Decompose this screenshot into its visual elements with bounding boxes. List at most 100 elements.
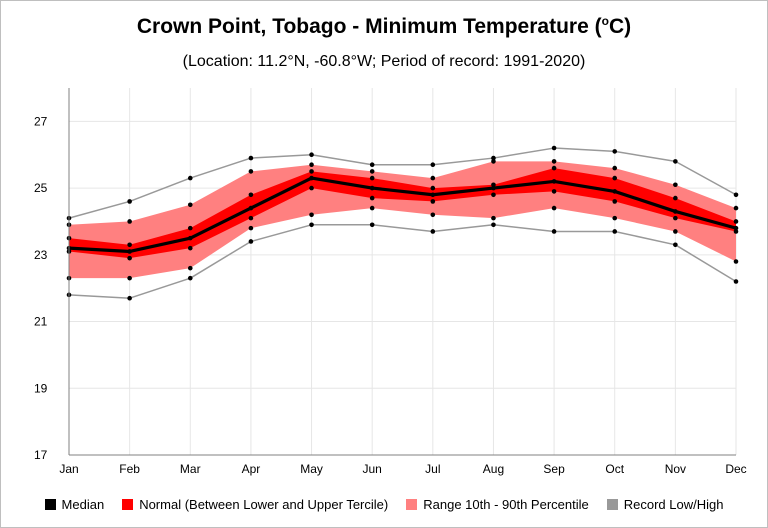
- median-point-jul: [430, 192, 436, 198]
- x-tick-label-oct: Oct: [605, 462, 624, 476]
- legend-item-median: Median: [44, 496, 105, 512]
- p10-point-apr: [248, 225, 254, 231]
- legend-label-normal: Normal (Between Lower and Upper Tercile): [139, 496, 389, 512]
- legend-swatch-record: [606, 498, 618, 510]
- upper-tercile-point-may: [309, 169, 314, 174]
- x-tick-label-jan: Jan: [59, 462, 78, 476]
- record-low-point-dec: [733, 279, 739, 284]
- record-high-point-oct: [612, 149, 618, 154]
- chart-legend: Median Normal (Between Lower and Upper T…: [0, 494, 768, 514]
- lower-tercile-point-aug: [491, 192, 496, 198]
- x-tick-label-aug: Aug: [483, 462, 504, 476]
- lower-tercile-point-nov: [673, 215, 678, 221]
- record-low-point-feb: [127, 295, 132, 301]
- p10-point-dec: [733, 259, 739, 264]
- x-tick-label-may: May: [300, 462, 323, 476]
- record-high-point-sep: [551, 145, 557, 151]
- lower-tercile-point-feb: [127, 255, 132, 261]
- p90-point-apr: [248, 169, 254, 174]
- record-low-point-oct: [612, 229, 618, 234]
- record-low-point-nov: [673, 242, 678, 248]
- median-point-mar: [187, 235, 193, 241]
- x-tick-label-feb: Feb: [119, 462, 140, 476]
- x-tick-label-sep: Sep: [543, 462, 565, 476]
- median-point-dec: [733, 225, 739, 231]
- legend-item-normal: Normal (Between Lower and Upper Tercile): [122, 497, 388, 512]
- p90-point-feb: [127, 219, 132, 224]
- lower-tercile-point-dec: [733, 229, 739, 234]
- legend-item-percentile: Range 10th - 90th Percentile: [406, 497, 589, 512]
- median-line: [68, 176, 737, 254]
- y-tick-label-19: 19: [34, 381, 48, 395]
- record-high-point-feb: [127, 199, 132, 204]
- lower-tercile-point-jul: [430, 199, 436, 204]
- lower-tercile-point-oct: [612, 199, 618, 204]
- record-low-point-mar: [187, 275, 193, 281]
- legend-label-percentile: Range 10th - 90th Percentile: [423, 496, 589, 512]
- record-low-point-apr: [248, 239, 254, 244]
- p10-point-jun: [369, 205, 375, 211]
- record-high-point-may: [309, 152, 314, 158]
- median-point-jun: [369, 185, 375, 191]
- upper-tercile-point-sep: [551, 165, 557, 171]
- x-tick-label-dec: Dec: [725, 462, 746, 476]
- median-point-oct: [612, 189, 618, 194]
- record-high-point-apr: [248, 155, 254, 161]
- legend-item-record: Record Low/High: [606, 496, 724, 512]
- y-tick-label-17: 17: [34, 448, 48, 462]
- x-tick-label-jun: Jun: [363, 462, 382, 476]
- record-high-point-mar: [187, 175, 193, 181]
- p90-point-jul: [430, 175, 436, 181]
- p90-point-nov: [673, 182, 678, 188]
- chart-title: Crown Point, Tobago - Minimum Temperatur…: [0, 14, 768, 39]
- record-high-point-jun: [369, 162, 375, 168]
- title-degree-sup: o: [601, 14, 609, 28]
- upper-tercile-point-jul: [430, 185, 436, 191]
- x-tick-label-jul: Jul: [425, 462, 440, 476]
- median-point-aug: [491, 185, 496, 191]
- p10-point-mar: [187, 265, 193, 271]
- record-high-point-jul: [430, 162, 436, 168]
- lower-tercile-point-jun: [369, 195, 375, 201]
- record-low-point-aug: [491, 222, 496, 228]
- upper-tercile-point-feb: [127, 242, 132, 248]
- title-unit: C): [608, 15, 632, 38]
- median-point-apr: [248, 205, 254, 211]
- legend-swatch-normal: [122, 498, 134, 510]
- x-tick-label-mar: Mar: [180, 462, 201, 476]
- percentile-band: [69, 161, 736, 279]
- title-text: Crown Point, Tobago - Minimum Temperatur…: [136, 15, 602, 38]
- lower-tercile-point-apr: [248, 215, 254, 221]
- y-tick-label-23: 23: [34, 248, 48, 262]
- p10-point-feb: [127, 275, 132, 281]
- legend-label-record: Record Low/High: [623, 496, 724, 512]
- record-low-point-sep: [551, 229, 557, 234]
- legend-label-median: Median: [61, 496, 105, 512]
- p90-point-may: [309, 162, 314, 168]
- chart-subtitle: (Location: 11.2°N, -60.8°W; Period of re…: [182, 53, 586, 70]
- lower-tercile-point-may: [309, 185, 314, 191]
- median-point-nov: [673, 209, 678, 214]
- p10-point-oct: [612, 215, 618, 221]
- x-tick-label-nov: Nov: [665, 462, 686, 476]
- upper-tercile-point-oct: [612, 175, 618, 181]
- p90-point-oct: [612, 165, 618, 171]
- y-tick-label-27: 27: [34, 114, 48, 128]
- upper-tercile-point-dec: [733, 219, 739, 224]
- upper-tercile-point-aug: [491, 182, 496, 188]
- y-tick-label-25: 25: [34, 181, 48, 195]
- record-high-line: [68, 147, 737, 219]
- upper-tercile-point-nov: [673, 195, 678, 201]
- legend-swatch-percentile: [406, 498, 418, 510]
- record-high-point-dec: [733, 192, 739, 198]
- lower-tercile-point-sep: [551, 189, 557, 194]
- median-point-sep: [551, 179, 557, 184]
- record-low-line: [68, 224, 737, 299]
- p10-point-jul: [430, 212, 436, 218]
- record-low-point-jul: [430, 229, 436, 234]
- p10-point-may: [309, 212, 314, 218]
- median-point-may: [309, 175, 314, 181]
- p10-point-aug: [491, 215, 496, 221]
- p90-point-sep: [551, 159, 557, 164]
